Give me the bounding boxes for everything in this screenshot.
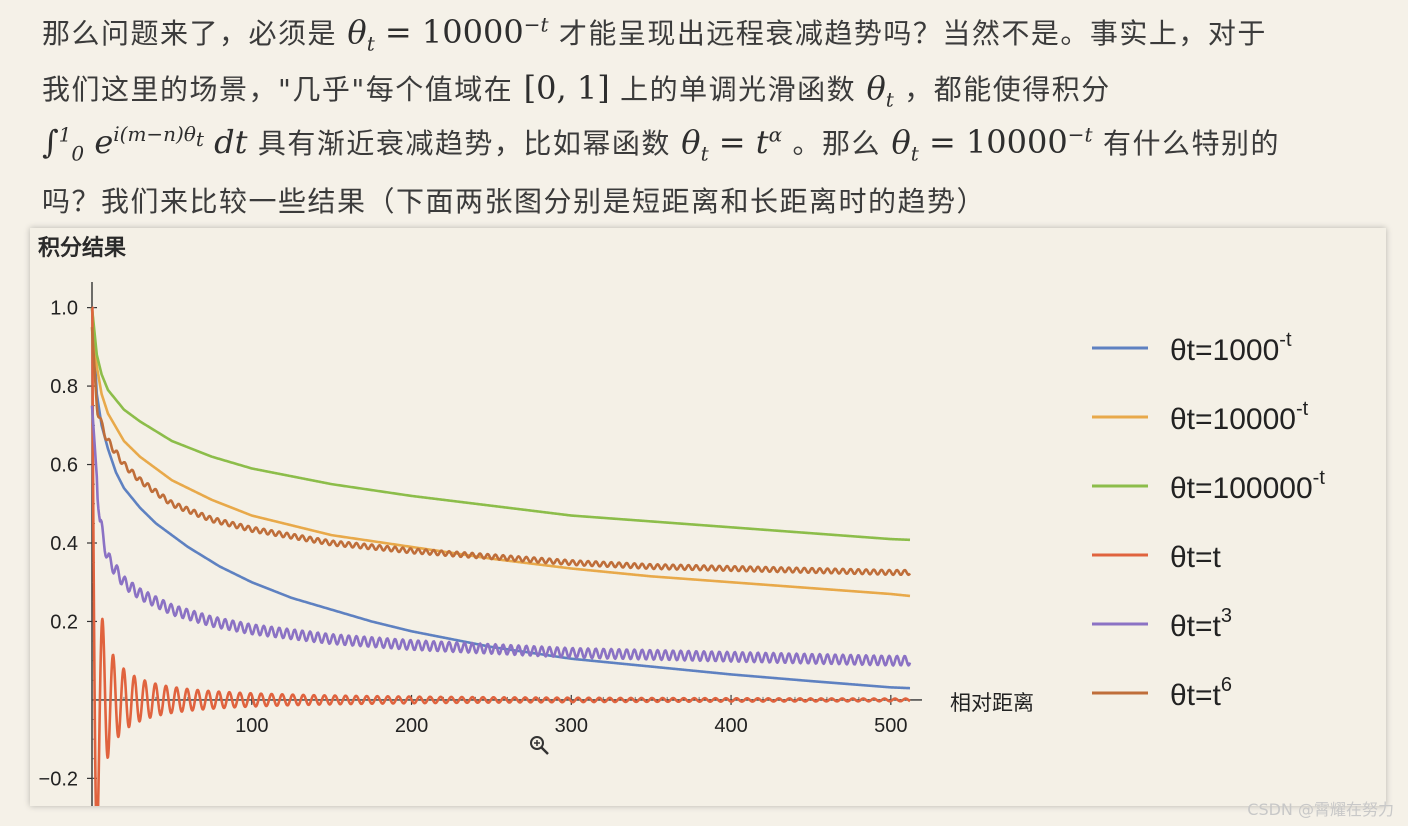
legend-label: θt=10000-t xyxy=(1170,398,1309,436)
series-line-5 xyxy=(90,327,912,577)
paragraph-line-3: ∫10 ei(m−n)θt dt 具有渐近衰减趋势，比如幂函数 θt = tα … xyxy=(42,122,1280,165)
y-tick-label: 0.2 xyxy=(50,611,78,633)
legend-label: θt=100000-t xyxy=(1170,467,1325,505)
chart-series-layer xyxy=(90,306,912,826)
x-tick-label: 300 xyxy=(555,715,588,737)
y-tick-label: 0.6 xyxy=(50,455,78,477)
x-tick-label: 200 xyxy=(395,715,428,737)
y-tick-label: 0.8 xyxy=(50,376,78,398)
chart-svg: −0.2 0.2 0.4 0.6 0.8 1.0 100 200 300 400 500 相对距离 θ… xyxy=(39,282,1325,826)
paragraph-line-4: 吗？我们来比较一些结果（下面两张图分别是短距离和长距离时的趋势） xyxy=(42,185,987,218)
x-axis-label: 相对距离 xyxy=(950,692,1034,715)
watermark: CSDN @霄耀在努力 xyxy=(1247,800,1394,819)
text-segment: 才能呈现出远程衰减趋势吗？当然不是。事实上，对于 xyxy=(558,17,1267,50)
chart-card: 积分结果 −0.2 0.2 0.4 0.6 0.8 1.0 100 200 300 400 500 相… xyxy=(30,228,1386,826)
chart-title: 积分结果 xyxy=(38,236,127,261)
paragraph-line-2: 我们这里的场景，"几乎"每个值域在 [0, 1] 上的单调光滑函数 θt ，都能… xyxy=(42,68,1111,111)
legend-label: θt=1000-t xyxy=(1170,329,1292,367)
y-tick-label: 1.0 xyxy=(50,298,78,320)
text-segment: 上的单调光滑函数 xyxy=(620,73,857,106)
text-segment: ，都能使得积分 xyxy=(904,73,1111,106)
series-line-3 xyxy=(91,306,911,826)
text-segment: 我们这里的场景，"几乎"每个值域在 xyxy=(42,73,514,106)
legend-label: θt=t3 xyxy=(1170,605,1232,643)
formula-theta-10000: θt = 10000−t xyxy=(347,12,549,56)
chart-axes: −0.2 0.2 0.4 0.6 0.8 1.0 100 200 300 400 500 相对距离 xyxy=(39,282,1034,806)
legend-label-sup: 3 xyxy=(1221,605,1232,627)
text-segment: 具有渐近衰减趋势，比如幂函数 xyxy=(257,127,671,160)
legend-label-sup: 6 xyxy=(1221,674,1232,696)
formula-theta-t: θt xyxy=(866,69,894,112)
series-line-0 xyxy=(90,307,911,690)
x-tick-label: 100 xyxy=(235,715,268,737)
y-tick-label: 0.4 xyxy=(50,533,78,555)
legend-label: θt=t xyxy=(1170,541,1222,574)
formula-integral: ∫10 ei(m−n)θt dt xyxy=(42,122,248,166)
text-segment: 。那么 xyxy=(792,127,882,160)
legend-label: θt=t6 xyxy=(1170,674,1232,712)
y-tick-label: −0.2 xyxy=(39,768,78,790)
legend-label-sup: -t xyxy=(1313,467,1326,489)
x-tick-label: 500 xyxy=(874,715,907,737)
chart-legend: θt=1000-t θt=10000-t θt=100000-t θt=t θt=t3 θ… xyxy=(1092,329,1325,712)
series-line-1 xyxy=(90,307,911,598)
series-line-2 xyxy=(90,307,911,542)
x-tick-label: 400 xyxy=(714,715,747,737)
formula-power: θt = tα xyxy=(681,122,783,166)
legend-label-sup: -t xyxy=(1296,398,1309,420)
paragraph-line-1: 那么问题来了，必须是 θt = 10000−t 才能呈现出远程衰减趋势吗？当然不… xyxy=(42,12,1267,55)
formula-interval: [0, 1] xyxy=(523,69,610,107)
series-line-4 xyxy=(90,405,912,667)
zoom-icon[interactable] xyxy=(528,734,550,756)
text-segment: 有什么特别的 xyxy=(1102,127,1280,160)
text-segment: 那么问题来了，必须是 xyxy=(42,17,338,50)
formula-theta-10000-b: θt = 10000−t xyxy=(891,122,1093,166)
legend-label-sup: -t xyxy=(1279,329,1292,351)
